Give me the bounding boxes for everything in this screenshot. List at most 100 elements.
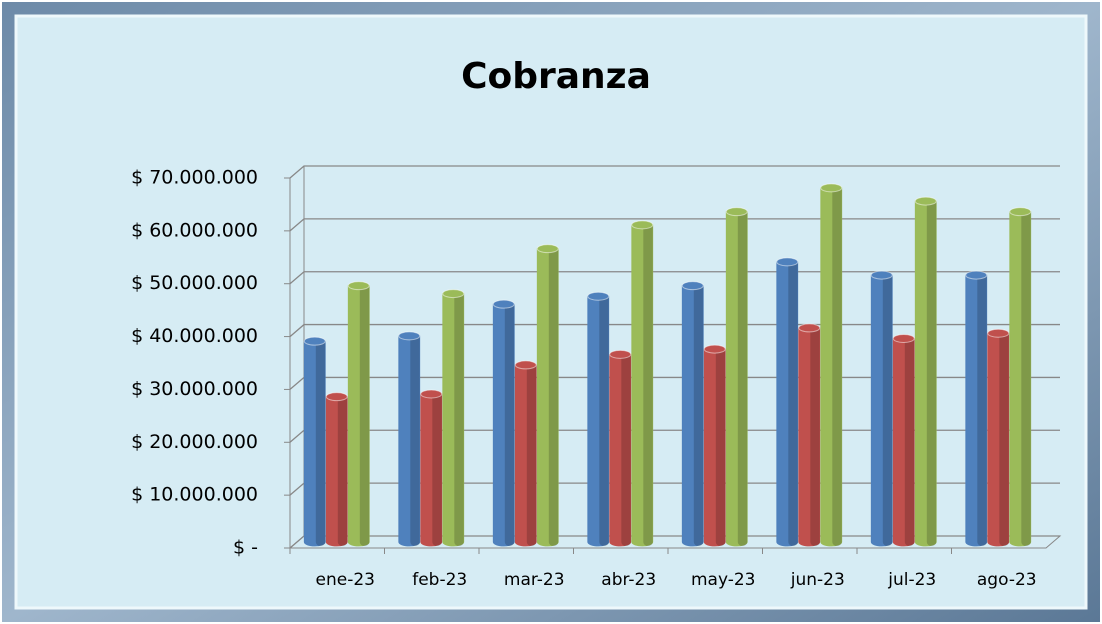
y-tick-label: $ 70.000.000 (131, 167, 258, 189)
x-tick-label: jun-23 (790, 570, 845, 590)
bar (914, 196, 937, 547)
x-tick-label: abr-23 (601, 570, 656, 590)
bar-shade (526, 364, 537, 546)
bar-body (325, 396, 348, 547)
bar (631, 220, 654, 547)
bar-top (609, 349, 632, 359)
bar-body (514, 364, 537, 547)
bar-shade (977, 275, 987, 546)
bar-shade (999, 333, 1009, 546)
x-tick-label: ago-23 (977, 570, 1037, 590)
bar (1009, 207, 1032, 547)
bar-shade (715, 349, 726, 546)
bar-top (398, 331, 421, 341)
bar-shade (315, 341, 326, 546)
bar-body (798, 327, 821, 547)
grid-line (289, 218, 1060, 232)
bar (776, 257, 799, 547)
bar-body (681, 285, 704, 547)
bar-shade (882, 275, 893, 546)
bar (303, 336, 326, 547)
y-tick-label: $ 10.000.000 (131, 484, 258, 506)
bar-body (492, 303, 515, 547)
bar-top (725, 207, 748, 217)
bar-body (914, 200, 937, 547)
bar-body (587, 295, 610, 547)
bar-shade (643, 224, 653, 546)
bar (347, 281, 370, 547)
bar-top (776, 257, 799, 267)
bar-top (325, 392, 348, 402)
bar-top (914, 196, 937, 206)
bar-shade (504, 304, 515, 546)
bar-top (965, 270, 988, 280)
chart-title: Cobranza (461, 56, 651, 97)
bar-shade (810, 327, 820, 546)
bar-body (420, 393, 443, 547)
bar-body (987, 332, 1010, 547)
bar (820, 183, 843, 547)
y-tick-label: $ - (233, 537, 258, 559)
x-tick-label: may-23 (691, 570, 756, 590)
bar-shade (693, 285, 704, 546)
bar-shade (432, 394, 442, 546)
bar-top (303, 336, 326, 346)
bar-top (442, 289, 465, 299)
bar-body (442, 293, 465, 547)
bar-shade (410, 335, 420, 546)
x-tick-label: ene-23 (316, 570, 375, 590)
bar-top (703, 344, 726, 354)
bar-shade (926, 201, 937, 547)
bar-top (1009, 207, 1032, 217)
bar-shade (454, 293, 464, 546)
bar-body (609, 353, 632, 547)
bar (892, 334, 915, 547)
bar-top (631, 220, 654, 230)
bar (398, 331, 421, 547)
grid-line (289, 271, 1060, 285)
bar-body (347, 285, 370, 547)
bar-top (820, 183, 843, 193)
bar-body (870, 274, 893, 547)
bar (987, 328, 1010, 547)
bar-shade (788, 261, 798, 546)
bar-top (870, 270, 893, 280)
bar-top (587, 291, 610, 301)
bar-top (347, 281, 370, 291)
bar-body (820, 187, 843, 547)
bar-shade (359, 285, 370, 546)
bar-body (303, 340, 326, 547)
y-tick-label: $ 50.000.000 (131, 272, 258, 294)
bar-shade (832, 187, 842, 546)
bar-body (398, 335, 421, 547)
y-tick-label: $ 30.000.000 (131, 378, 258, 400)
x-tick-label: mar-23 (504, 570, 565, 590)
bar-body (776, 261, 799, 547)
bar-shade (337, 396, 348, 546)
bar-top (987, 328, 1010, 338)
x-tick-label: feb-23 (412, 570, 467, 590)
bar (725, 207, 748, 547)
bar-top (420, 389, 443, 399)
bar (492, 299, 515, 547)
bar-body (1009, 211, 1032, 547)
grid-line (289, 165, 1060, 179)
y-tick-label: $ 40.000.000 (131, 325, 258, 347)
bar (442, 289, 465, 547)
bar (703, 344, 726, 547)
bar (587, 291, 610, 547)
bar (681, 281, 704, 547)
bar (798, 323, 821, 547)
bar-top (892, 334, 915, 343)
bar-body (725, 211, 748, 547)
bar-top (536, 244, 559, 254)
bar-shade (904, 338, 915, 546)
bar-shade (621, 354, 631, 546)
bar-shade (599, 296, 609, 546)
bar-shade (548, 248, 559, 546)
bar-shade (1021, 211, 1031, 546)
bar (420, 389, 443, 547)
x-tick-label: jul-23 (887, 570, 936, 590)
bar-top (492, 299, 515, 309)
y-tick-label: $ 60.000.000 (131, 219, 258, 241)
